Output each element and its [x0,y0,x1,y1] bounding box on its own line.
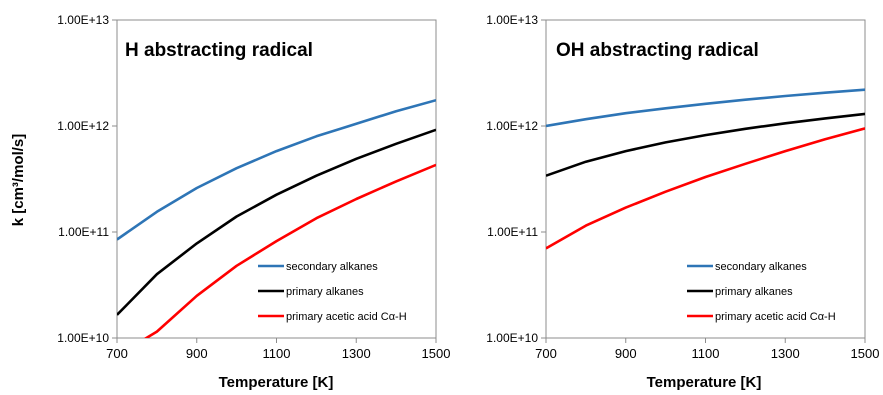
chart-panel-oh-abstracting: 1.00E+10 1.00E+11 1.00E+12 1.00E+13 700 900 11… [486,13,879,391]
series-line-1 [546,88,865,128]
y-tick-label: 1.00E+13 [486,13,538,27]
chart-title: OH abstracting radical [556,40,759,61]
chart-title: H abstracting radical [125,40,313,61]
y-tick-label: 1.00E+12 [486,119,538,133]
x-tick-label: 1500 [851,346,880,361]
x-tick-label: 900 [615,346,637,361]
legend-label: primary acetic acid Cα-H [286,311,407,323]
y-tick-label: 1.00E+13 [57,13,109,27]
x-tick-label: 1300 [342,346,371,361]
y-tick-label: 1.00E+10 [486,331,538,345]
series-line-3 [546,127,865,250]
x-tick-label: 1100 [692,346,720,361]
y-tick-label: 1.00E+11 [58,225,109,239]
legend-label: primary alkanes [286,286,364,298]
x-tick-label: 1500 [422,346,451,361]
series-line-2 [117,128,436,316]
legend-label: primary alkanes [715,286,793,298]
y-tick-label: 1.00E+12 [57,119,109,133]
y-tick-label: 1.00E+10 [57,331,109,345]
x-tick-label: 700 [535,346,557,361]
x-tick-label: 900 [186,346,208,361]
legend-label: secondary alkanes [715,261,807,273]
x-axis-title: Temperature [K] [219,374,334,391]
x-tick-label: 1100 [263,346,291,361]
x-axis-title: Temperature [K] [647,374,762,391]
x-tick-label: 1300 [771,346,800,361]
legend-label: secondary alkanes [286,261,378,273]
series-line-2 [546,112,865,177]
x-tick-label: 700 [106,346,128,361]
y-axis-title: k [cm³/mol/s] [10,134,27,227]
legend-label: primary acetic acid Cα-H [715,311,836,323]
chart-panel-h-abstracting: 1.00E+10 1.00E+11 1.00E+12 1.00E+13 700 900 11… [57,13,450,391]
series-line-3 [143,163,436,338]
series-line-1 [117,98,436,241]
y-tick-label: 1.00E+11 [487,225,538,239]
